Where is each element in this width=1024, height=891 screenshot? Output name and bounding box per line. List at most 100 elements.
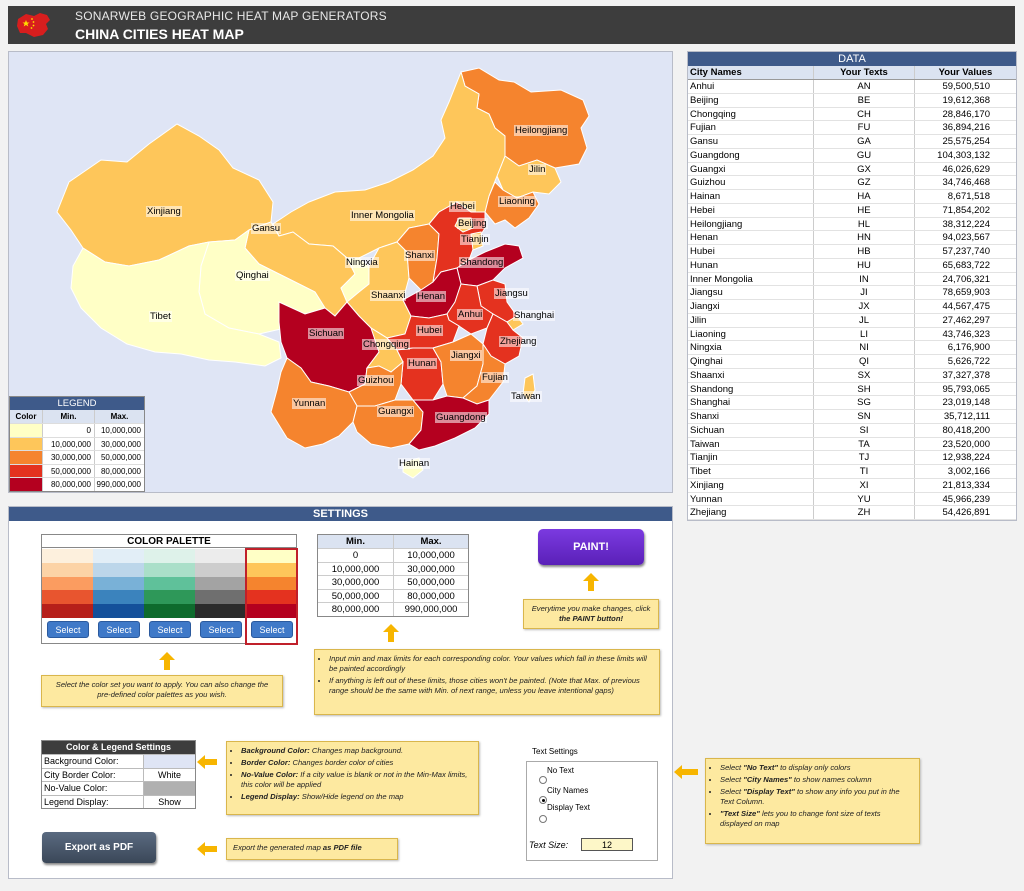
text-cell[interactable]: CH xyxy=(813,107,914,121)
value-cell[interactable]: 43,746,323 xyxy=(914,327,1016,341)
text-cell[interactable]: SX xyxy=(813,368,914,382)
palette-select-button[interactable]: Select xyxy=(251,621,293,638)
city-name-cell[interactable]: Jiangxi xyxy=(690,301,720,312)
novalue-color-swatch[interactable] xyxy=(143,782,195,795)
city-name-cell[interactable]: Fujian xyxy=(690,122,716,134)
no-text-radio[interactable] xyxy=(539,776,547,784)
value-cell[interactable]: 21,813,334 xyxy=(914,478,1016,492)
text-cell[interactable]: SN xyxy=(813,410,914,423)
city-name-cell[interactable]: Tianjin xyxy=(690,452,718,464)
city-name-cell[interactable]: Sichuan xyxy=(690,424,725,436)
city-name-cell[interactable]: Hubei xyxy=(690,246,715,257)
text-size-radio[interactable] xyxy=(539,815,547,823)
max-cell[interactable]: 990,000,000 xyxy=(393,603,468,616)
value-cell[interactable]: 57,237,740 xyxy=(914,245,1016,258)
max-cell[interactable]: 30,000,000 xyxy=(393,562,468,575)
city-name-cell[interactable]: Beijing xyxy=(690,94,719,106)
text-cell[interactable]: HL xyxy=(813,217,914,231)
text-cell[interactable]: HU xyxy=(813,258,914,272)
city-name-cell[interactable]: Tibet xyxy=(690,466,711,477)
value-cell[interactable]: 6,176,900 xyxy=(914,341,1016,354)
city-name-cell[interactable]: Chongqing xyxy=(690,108,736,120)
min-cell[interactable]: 80,000,000 xyxy=(331,604,380,615)
city-name-cell[interactable]: Shandong xyxy=(690,383,734,395)
city-name-cell[interactable]: Hebei xyxy=(690,204,715,216)
city-name-cell[interactable]: Shanxi xyxy=(690,411,720,422)
value-cell[interactable]: 95,793,065 xyxy=(914,382,1016,396)
city-name-cell[interactable]: Hainan xyxy=(690,191,721,202)
text-cell[interactable]: HB xyxy=(813,245,914,258)
city-name-cell[interactable]: Guizhou xyxy=(690,177,726,189)
value-cell[interactable]: 24,706,321 xyxy=(914,272,1016,286)
bg-color-swatch[interactable] xyxy=(143,755,195,768)
text-cell[interactable]: XI xyxy=(813,478,914,492)
city-name-cell[interactable]: Guangxi xyxy=(690,163,726,175)
city-name-cell[interactable]: Jilin xyxy=(690,314,707,326)
city-name-cell[interactable]: Anhui xyxy=(690,81,715,92)
city-name-cell[interactable]: Heilongjiang xyxy=(690,218,743,230)
value-cell[interactable]: 59,500,510 xyxy=(914,80,1016,93)
value-cell[interactable]: 12,938,224 xyxy=(914,451,1016,464)
city-name-cell[interactable]: Shaanxi xyxy=(690,369,725,381)
city-name-cell[interactable]: Zhejiang xyxy=(690,507,727,519)
value-cell[interactable]: 65,683,722 xyxy=(914,258,1016,272)
value-cell[interactable]: 34,746,468 xyxy=(914,176,1016,189)
value-cell[interactable]: 54,426,891 xyxy=(914,506,1016,519)
city-name-cell[interactable]: Yunnan xyxy=(690,493,723,505)
value-cell[interactable]: 104,303,132 xyxy=(914,148,1016,162)
text-cell[interactable]: SH xyxy=(813,382,914,396)
min-cell[interactable]: 10,000,000 xyxy=(331,563,380,575)
min-cell[interactable]: 30,000,000 xyxy=(331,577,380,588)
text-cell[interactable]: JL xyxy=(813,313,914,327)
city-name-cell[interactable]: Hunan xyxy=(690,259,718,271)
max-cell[interactable]: 10,000,000 xyxy=(393,549,468,562)
text-cell[interactable]: LI xyxy=(813,327,914,341)
city-name-cell[interactable]: Liaoning xyxy=(690,328,726,340)
value-cell[interactable]: 38,312,224 xyxy=(914,217,1016,231)
palette-select-button[interactable]: Select xyxy=(47,621,89,638)
value-cell[interactable]: 28,846,170 xyxy=(914,107,1016,121)
text-cell[interactable]: HN xyxy=(813,231,914,244)
city-name-cell[interactable]: Henan xyxy=(690,232,718,244)
value-cell[interactable]: 5,626,722 xyxy=(914,355,1016,368)
text-cell[interactable]: TJ xyxy=(813,451,914,464)
value-cell[interactable]: 78,659,903 xyxy=(914,286,1016,299)
text-cell[interactable]: JI xyxy=(813,286,914,299)
text-cell[interactable]: GA xyxy=(813,135,914,148)
text-cell[interactable]: BE xyxy=(813,93,914,107)
text-cell[interactable]: YU xyxy=(813,492,914,506)
paint-button[interactable]: PAINT! xyxy=(538,529,644,565)
min-cell[interactable]: 50,000,000 xyxy=(331,590,380,602)
value-cell[interactable]: 94,023,567 xyxy=(914,231,1016,244)
text-cell[interactable]: GZ xyxy=(813,176,914,189)
legend-display-select[interactable]: Show xyxy=(143,795,195,808)
text-cell[interactable]: SI xyxy=(813,423,914,437)
value-cell[interactable]: 25,575,254 xyxy=(914,135,1016,148)
value-cell[interactable]: 37,327,378 xyxy=(914,368,1016,382)
value-cell[interactable]: 45,966,239 xyxy=(914,492,1016,506)
value-cell[interactable]: 44,567,475 xyxy=(914,300,1016,313)
text-cell[interactable]: QI xyxy=(813,355,914,368)
palette-select-button[interactable]: Select xyxy=(200,621,242,638)
max-cell[interactable]: 80,000,000 xyxy=(393,589,468,602)
value-cell[interactable]: 3,002,166 xyxy=(914,465,1016,478)
value-cell[interactable]: 23,019,148 xyxy=(914,396,1016,409)
text-cell[interactable]: HE xyxy=(813,203,914,217)
city-name-cell[interactable]: Xinjiang xyxy=(690,479,724,491)
value-cell[interactable]: 23,520,000 xyxy=(914,437,1016,451)
text-cell[interactable]: NI xyxy=(813,341,914,354)
city-name-cell[interactable]: Taiwan xyxy=(690,438,720,450)
text-size-input[interactable]: 12 xyxy=(581,838,633,851)
border-color-select[interactable]: White xyxy=(143,768,195,781)
value-cell[interactable]: 8,671,518 xyxy=(914,190,1016,203)
palette-select-button[interactable]: Select xyxy=(149,621,191,638)
city-name-cell[interactable]: Gansu xyxy=(690,136,718,147)
text-cell[interactable]: FU xyxy=(813,121,914,134)
text-cell[interactable]: IN xyxy=(813,272,914,286)
text-cell[interactable]: ZH xyxy=(813,506,914,519)
city-name-cell[interactable]: Ningxia xyxy=(690,342,722,354)
text-cell[interactable]: GU xyxy=(813,148,914,162)
value-cell[interactable]: 27,462,297 xyxy=(914,313,1016,327)
max-cell[interactable]: 50,000,000 xyxy=(393,576,468,589)
export-pdf-button[interactable]: Export as PDF xyxy=(42,832,156,863)
